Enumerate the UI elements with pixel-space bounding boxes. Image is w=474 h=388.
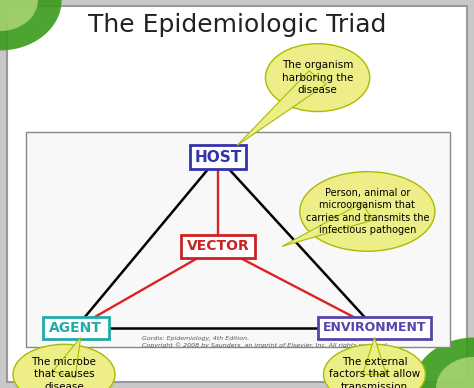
Polygon shape [0, 0, 62, 50]
Polygon shape [237, 71, 326, 146]
Text: AGENT: AGENT [49, 321, 102, 335]
Polygon shape [53, 338, 81, 378]
Text: The Epidemiologic Triad: The Epidemiologic Triad [88, 13, 386, 37]
Text: Gordis: Epidemiology, 4th Edition.
Copyright © 2008 by Saunders, an imprint of E: Gordis: Epidemiology, 4th Edition. Copyr… [142, 336, 389, 348]
FancyBboxPatch shape [190, 145, 246, 169]
Ellipse shape [265, 43, 370, 111]
FancyBboxPatch shape [43, 317, 109, 339]
Text: The external
factors that allow
transmission: The external factors that allow transmis… [329, 357, 420, 388]
Text: ENVIRONMENT: ENVIRONMENT [323, 321, 426, 334]
Polygon shape [412, 338, 474, 388]
Polygon shape [363, 338, 386, 374]
Ellipse shape [324, 345, 426, 388]
Text: VECTOR: VECTOR [187, 239, 249, 253]
Polygon shape [436, 357, 474, 388]
Ellipse shape [300, 171, 435, 251]
FancyBboxPatch shape [318, 317, 431, 339]
Ellipse shape [13, 345, 115, 388]
Text: Person, animal or
microorganism that
carries and transmits the
infectious pathog: Person, animal or microorganism that car… [306, 188, 429, 235]
FancyBboxPatch shape [181, 235, 255, 258]
FancyBboxPatch shape [26, 132, 450, 347]
Text: HOST: HOST [194, 150, 242, 165]
Polygon shape [282, 203, 373, 246]
Polygon shape [0, 0, 38, 31]
Text: The microbe
that causes
disease: The microbe that causes disease [32, 357, 96, 388]
Text: The organism
harboring the
disease: The organism harboring the disease [282, 60, 353, 95]
